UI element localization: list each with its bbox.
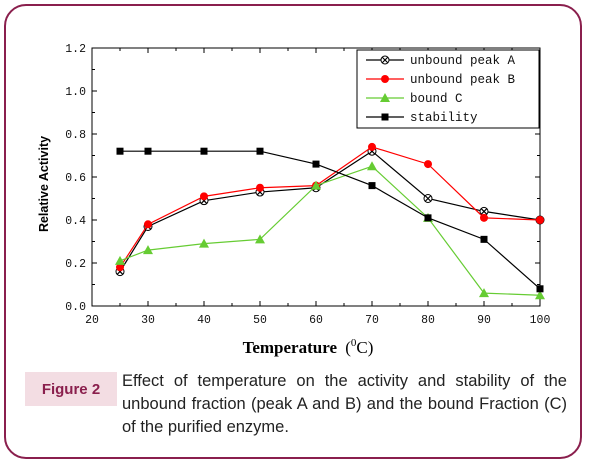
data-point-triangle bbox=[367, 161, 377, 171]
data-point-square bbox=[480, 235, 488, 243]
x-tick-label: 70 bbox=[365, 314, 379, 327]
x-tick-label: 80 bbox=[421, 314, 435, 327]
data-point-circle bbox=[144, 220, 152, 229]
data-point-square bbox=[381, 113, 389, 121]
data-point-circle bbox=[368, 142, 376, 151]
data-point-x-circle bbox=[479, 206, 489, 216]
legend-label: unbound peak A bbox=[410, 54, 516, 68]
data-point-circle bbox=[424, 160, 432, 169]
y-tick-label: 1.0 bbox=[65, 86, 86, 99]
chart-ticks: 20 30 40 50 60 70 80 90 100 0.0 0.2 0.4 0.6 0.8 1.0 1.2 bbox=[65, 43, 550, 327]
data-point-square bbox=[116, 147, 124, 155]
data-point-x-circle bbox=[380, 55, 390, 65]
data-point-cross bbox=[424, 195, 432, 202]
x-tick-label: 20 bbox=[85, 314, 99, 327]
data-point-triangle bbox=[479, 288, 489, 298]
data-point-square bbox=[424, 214, 432, 222]
data-point-square bbox=[200, 147, 208, 155]
figure-caption: Effect of temperature on the activity an… bbox=[122, 372, 567, 436]
x-tick-label: 30 bbox=[141, 314, 155, 327]
x-axis-label-group: Temperature (0C) bbox=[243, 337, 374, 357]
data-point-circle bbox=[256, 183, 264, 192]
data-point-x-circle bbox=[423, 194, 433, 203]
series-line bbox=[120, 150, 541, 290]
series-1 bbox=[116, 142, 544, 272]
legend-label: stability bbox=[410, 111, 478, 125]
data-point-cross bbox=[381, 56, 389, 64]
data-point-cross bbox=[480, 207, 488, 215]
chart-legend: unbound peak A unbound peak B bound C stabi… bbox=[356, 49, 540, 129]
x-tick-label: 100 bbox=[530, 314, 551, 327]
chart-series bbox=[115, 142, 545, 300]
x-tick-label: 40 bbox=[197, 314, 211, 327]
data-point-circle bbox=[536, 216, 544, 224]
x-tick-label: 90 bbox=[477, 314, 491, 327]
data-point-circle bbox=[381, 75, 389, 83]
data-point-triangle bbox=[535, 290, 545, 300]
data-point-triangle bbox=[199, 238, 209, 248]
data-point-triangle bbox=[380, 93, 390, 102]
data-point-square bbox=[536, 285, 544, 293]
x-axis-label: Temperature bbox=[243, 338, 338, 357]
figure-label: Figure 2 bbox=[25, 372, 117, 406]
data-point-square bbox=[368, 182, 376, 190]
data-point-triangle bbox=[311, 180, 321, 190]
data-point-circle bbox=[200, 192, 208, 201]
data-point-triangle bbox=[115, 255, 125, 265]
data-point-square bbox=[256, 147, 264, 155]
y-tick-label: 0.2 bbox=[65, 258, 86, 271]
series-line bbox=[119, 165, 541, 296]
legend-label: bound C bbox=[410, 92, 463, 106]
series-3 bbox=[116, 147, 544, 293]
y-tick-label: 0.0 bbox=[65, 301, 86, 314]
x-axis-unit: C bbox=[356, 338, 367, 357]
data-point-square bbox=[312, 160, 320, 168]
y-axis-label: Relative Activity bbox=[37, 136, 51, 232]
data-point-square bbox=[144, 147, 152, 155]
data-point-circle bbox=[116, 263, 124, 272]
data-point-triangle bbox=[255, 234, 265, 244]
series-0 bbox=[115, 146, 545, 277]
data-point-triangle bbox=[143, 245, 153, 255]
legend-label: unbound peak B bbox=[410, 73, 516, 87]
data-point-circle bbox=[480, 213, 488, 222]
series-2 bbox=[115, 161, 545, 300]
x-tick-label: 60 bbox=[309, 314, 323, 327]
y-tick-label: 0.4 bbox=[65, 215, 86, 228]
series-line bbox=[119, 146, 541, 268]
y-tick-label: 0.8 bbox=[65, 129, 86, 142]
x-tick-label: 50 bbox=[253, 314, 267, 327]
y-tick-label: 0.6 bbox=[65, 172, 86, 185]
x-axis-unit-superscript: 0 bbox=[351, 337, 357, 349]
y-tick-label: 1.2 bbox=[65, 43, 86, 56]
